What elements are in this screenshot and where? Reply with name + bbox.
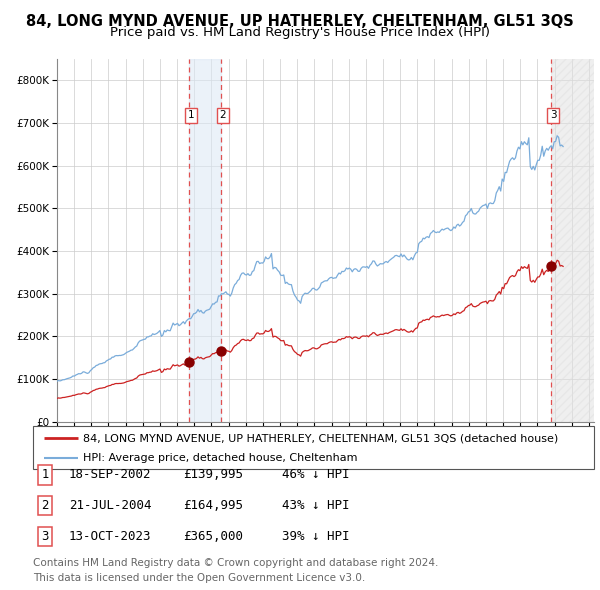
Text: 3: 3 <box>41 530 49 543</box>
Text: 3: 3 <box>550 110 556 120</box>
Text: 84, LONG MYND AVENUE, UP HATHERLEY, CHELTENHAM, GL51 3QS (detached house): 84, LONG MYND AVENUE, UP HATHERLEY, CHEL… <box>83 433 559 443</box>
Text: £164,995: £164,995 <box>183 499 243 512</box>
Text: Contains HM Land Registry data © Crown copyright and database right 2024.: Contains HM Land Registry data © Crown c… <box>33 558 439 568</box>
Text: £365,000: £365,000 <box>183 530 243 543</box>
Text: This data is licensed under the Open Government Licence v3.0.: This data is licensed under the Open Gov… <box>33 573 365 583</box>
Text: 13-OCT-2023: 13-OCT-2023 <box>69 530 151 543</box>
Text: 84, LONG MYND AVENUE, UP HATHERLEY, CHELTENHAM, GL51 3QS: 84, LONG MYND AVENUE, UP HATHERLEY, CHEL… <box>26 14 574 29</box>
Text: 1: 1 <box>41 468 49 481</box>
Text: 43% ↓ HPI: 43% ↓ HPI <box>282 499 349 512</box>
Bar <box>551 59 594 422</box>
Text: 39% ↓ HPI: 39% ↓ HPI <box>282 530 349 543</box>
Text: 2: 2 <box>220 110 226 120</box>
Text: 18-SEP-2002: 18-SEP-2002 <box>69 468 151 481</box>
Text: HPI: Average price, detached house, Cheltenham: HPI: Average price, detached house, Chel… <box>83 453 358 463</box>
Text: 1: 1 <box>188 110 194 120</box>
Text: 46% ↓ HPI: 46% ↓ HPI <box>282 468 349 481</box>
FancyBboxPatch shape <box>33 426 594 469</box>
Bar <box>189 59 221 422</box>
Text: 21-JUL-2004: 21-JUL-2004 <box>69 499 151 512</box>
Text: Price paid vs. HM Land Registry's House Price Index (HPI): Price paid vs. HM Land Registry's House … <box>110 26 490 39</box>
Text: 2: 2 <box>41 499 49 512</box>
Text: £139,995: £139,995 <box>183 468 243 481</box>
